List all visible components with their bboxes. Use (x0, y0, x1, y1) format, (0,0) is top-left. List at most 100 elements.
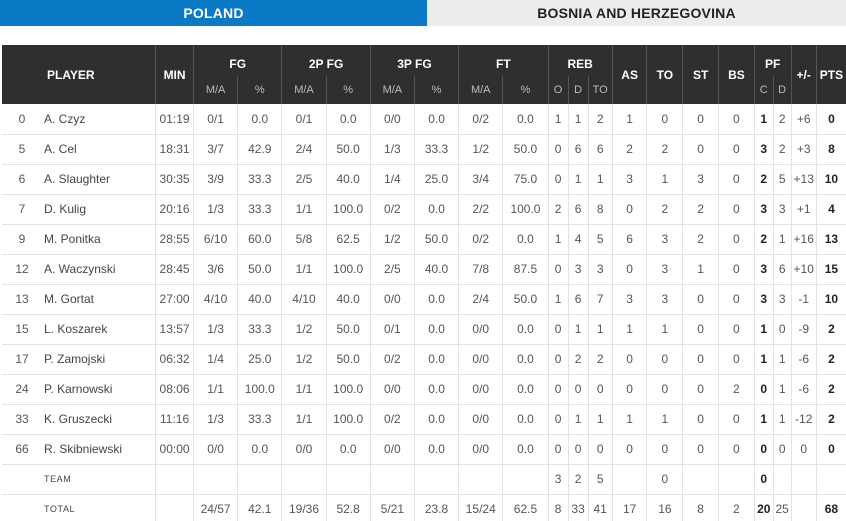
ft-percent: 50.0 (502, 134, 549, 165)
player-row: 33 K. Gruszecki 11:16 1/3 33.3 1/1 100.0 0/2 0.0… (2, 404, 846, 435)
turnovers: 0 (646, 104, 683, 135)
steals: 0 (682, 344, 719, 375)
assists: 1 (611, 104, 647, 135)
player-row: 24 P. Karnowski 08:06 1/1 100.0 1/1 100.0 0/0 0.… (2, 374, 846, 405)
steals: 0 (682, 134, 719, 165)
player-number: 66 (2, 434, 42, 465)
ft-percent (502, 464, 549, 495)
turnovers: 2 (646, 134, 683, 165)
minutes: 08:06 (155, 374, 194, 405)
reb-total: 2 (587, 344, 613, 375)
steals: 0 (682, 404, 719, 435)
header-pf-d: D (772, 76, 792, 104)
total-row: TOTAL 24/57 42.1 19/36 52.8 5/21 23.8 15/24 62.5… (2, 494, 846, 521)
fg2-percent: 50.0 (325, 314, 371, 345)
player-number: 9 (2, 224, 42, 255)
blocks: 0 (718, 284, 755, 315)
blocks: 2 (718, 374, 755, 405)
blocks: 0 (718, 104, 755, 135)
fg3-percent: 0.0 (413, 104, 459, 135)
header-2p-fg: 2P FG (281, 45, 371, 76)
steals: 0 (682, 374, 719, 405)
fg2-made-attempted: 1/2 (281, 344, 327, 375)
assists: 3 (611, 284, 647, 315)
fg2-percent: 100.0 (325, 404, 371, 435)
fg-made-attempted: 1/1 (192, 374, 238, 405)
blocks: 0 (718, 164, 755, 195)
assists: 0 (611, 344, 647, 375)
ft-made-attempted: 0/2 (458, 224, 503, 255)
reb-offensive: 0 (547, 374, 569, 405)
assists: 0 (611, 434, 647, 465)
fg3-percent: 23.8 (413, 494, 459, 521)
minutes: 28:45 (155, 254, 194, 285)
assists: 1 (611, 314, 647, 345)
reb-total: 6 (587, 134, 613, 165)
header-reb: REB (547, 45, 613, 76)
player-number: 17 (2, 344, 42, 375)
points (815, 464, 846, 495)
header-reb-o: O (547, 76, 569, 104)
assists: 0 (611, 374, 647, 405)
fg-percent (237, 464, 282, 495)
blocks: 0 (718, 314, 755, 345)
fouls-committed: 3 (753, 284, 774, 315)
points: 4 (815, 194, 846, 225)
reb-total: 5 (587, 224, 613, 255)
fouls-drawn: 2 (772, 104, 792, 135)
steals: 0 (682, 104, 719, 135)
reb-total: 5 (587, 464, 613, 495)
reb-offensive: 0 (547, 314, 569, 345)
fg2-made-attempted: 1/1 (281, 194, 327, 225)
fg-percent: 60.0 (237, 224, 282, 255)
fg-percent: 50.0 (237, 254, 282, 285)
fg2-made-attempted: 0/1 (281, 104, 327, 135)
header-ft: FT (458, 45, 549, 76)
tab-poland[interactable]: POLAND (0, 0, 427, 26)
fouls-drawn: 2 (772, 134, 792, 165)
reb-offensive: 3 (547, 464, 569, 495)
minutes (155, 494, 194, 521)
steals: 0 (682, 434, 719, 465)
fg-percent: 33.3 (237, 164, 282, 195)
fouls-drawn: 1 (772, 344, 792, 375)
ft-percent: 50.0 (502, 284, 549, 315)
turnovers: 3 (646, 224, 683, 255)
reb-defensive: 6 (567, 134, 589, 165)
box-score-table: PLAYER MIN FG 2P FG 3P FG FT REB AS TO S… (2, 45, 846, 521)
ft-made-attempted: 0/0 (458, 344, 503, 375)
turnovers: 0 (646, 344, 683, 375)
player-number: 12 (2, 254, 42, 285)
player-name: D. Kulig (41, 194, 156, 225)
header-ft-ma: M/A (458, 76, 503, 104)
reb-offensive: 0 (547, 434, 569, 465)
fg3-made-attempted: 1/4 (369, 164, 415, 195)
header-fg: FG (192, 45, 282, 76)
fouls-drawn: 0 (772, 434, 792, 465)
reb-offensive: 2 (547, 194, 569, 225)
points: 13 (815, 224, 846, 255)
fouls-committed: 3 (753, 134, 774, 165)
header-3p-fg: 3P FG (369, 45, 459, 76)
assists: 2 (611, 134, 647, 165)
points: 2 (815, 374, 846, 405)
player-name: P. Zamojski (41, 344, 156, 375)
fouls-committed: 0 (753, 434, 774, 465)
steals: 2 (682, 194, 719, 225)
fg3-percent: 0.0 (413, 404, 459, 435)
tab-bosnia-and-herzegovina[interactable]: BOSNIA AND HERZEGOVINA (427, 0, 846, 26)
fg2-percent: 50.0 (325, 134, 371, 165)
ft-made-attempted: 2/2 (458, 194, 503, 225)
fg-made-attempted: 24/57 (192, 494, 238, 521)
blocks: 0 (718, 134, 755, 165)
plus-minus: -6 (790, 374, 817, 405)
steals: 1 (682, 254, 719, 285)
ft-percent: 0.0 (502, 404, 549, 435)
player-number (2, 464, 42, 495)
fouls-drawn: 1 (772, 224, 792, 255)
fg-made-attempted: 3/7 (192, 134, 238, 165)
fg3-percent (413, 464, 459, 495)
ft-percent: 0.0 (502, 374, 549, 405)
header-plus-minus: +/- (790, 45, 817, 104)
fg2-percent (325, 464, 371, 495)
